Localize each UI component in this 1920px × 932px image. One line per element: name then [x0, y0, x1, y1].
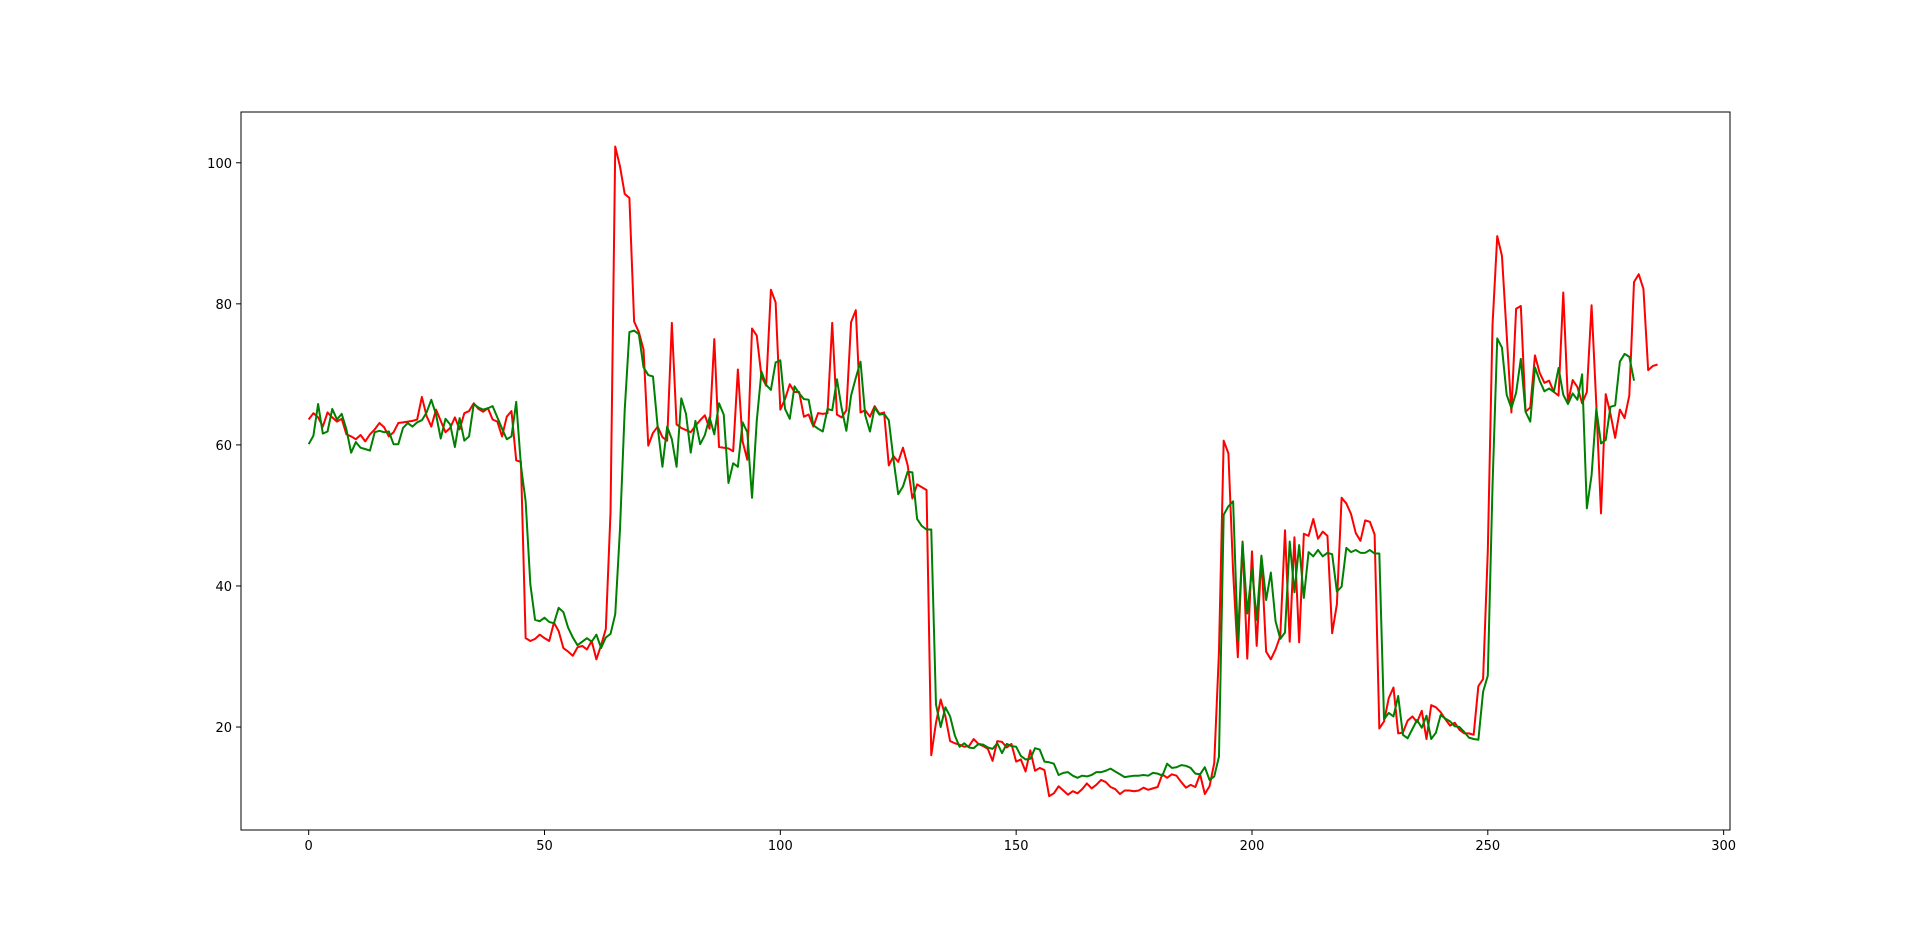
- y-tick-label: 100: [207, 157, 232, 172]
- plot-frame: [240, 111, 1731, 831]
- y-tick-label: 60: [215, 439, 232, 454]
- y-tick-label: 80: [215, 298, 232, 313]
- x-tick-label: 100: [768, 839, 793, 854]
- x-tick-label: 300: [1711, 839, 1736, 854]
- y-tick-label: 20: [215, 721, 232, 736]
- x-tick-label: 250: [1475, 839, 1500, 854]
- x-tick-label: 150: [1004, 839, 1029, 854]
- x-tick-label: 200: [1240, 839, 1265, 854]
- y-tick-label: 40: [215, 580, 232, 595]
- x-axis: 0 50 100 150 200 250 300: [305, 830, 1736, 854]
- series-line-1: [307, 145, 1658, 798]
- x-tick-label: 0: [305, 839, 313, 854]
- series-line-2: [307, 329, 1636, 781]
- y-axis: 20 40 60 80 100: [207, 157, 241, 736]
- x-tick-label: 50: [536, 839, 553, 854]
- series-layer: [307, 145, 1658, 798]
